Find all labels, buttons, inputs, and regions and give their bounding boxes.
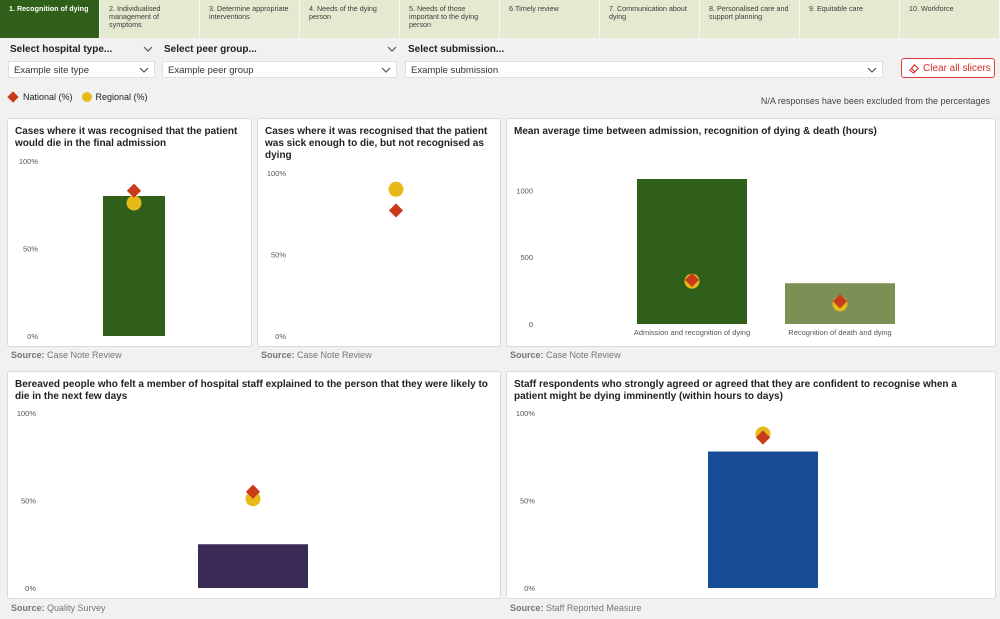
y-tick-label: 0% [275,332,286,341]
bar [637,179,747,324]
source-prefix: Source: [510,603,544,613]
chart-card-staff-respondents: Staff respondents who strongly agreed or… [506,371,996,599]
chart-title: Mean average time between admission, rec… [514,126,877,137]
tab-timely-review[interactable]: 6.Timely review [500,0,600,38]
na-responses-note: N/A responses have been excluded from th… [760,96,990,106]
national-marker-icon [7,91,19,103]
y-tick-label: 100% [267,169,287,178]
legend-national-label: National (%) [23,92,73,102]
source-text: Case Note Review [297,350,372,360]
tab-equitable-care[interactable]: 9. Equitable care [800,0,900,38]
tab-determine-interventions[interactable]: 3. Determine appropriate interventions [200,0,300,38]
national-marker [832,294,848,309]
regional-marker-icon [81,92,92,102]
chart-card-bereaved-people: Bereaved people who felt a member of hos… [7,371,501,599]
peer-group-dropdown[interactable]: Example peer group [162,61,397,78]
y-tick-label: 100% [516,409,536,418]
y-tick-label: 1000 [516,186,533,195]
chevron-down-icon[interactable] [387,44,397,54]
y-tick-label: 50% [23,245,38,254]
clear-all-slicers-button[interactable]: Clear all slicers [901,58,995,78]
national-marker [126,183,142,198]
y-tick-label: 0% [524,584,535,593]
national-marker [684,272,700,287]
eraser-icon [908,63,919,74]
tab-individualised-management[interactable]: 2. Individualised management of symptoms [100,0,200,38]
page-tabs: 1. Recognition of dying 2. Individualise… [0,0,1000,38]
chart-source: Source: Case Note Review [11,350,122,360]
source-text: Case Note Review [546,350,621,360]
bar [708,451,818,588]
chart-source: Source: Case Note Review [510,350,621,360]
tab-workforce[interactable]: 10. Workforce [900,0,1000,38]
tab-personalised-care[interactable]: 8. Personalised care and support plannin… [700,0,800,38]
tab-needs-of-those-important[interactable]: 5. Needs of those important to the dying… [400,0,500,38]
legend: National (%) Regional (%) [7,91,148,103]
chart-card-mean-average-time: Mean average time between admission, rec… [506,118,996,347]
chevron-down-icon[interactable] [143,44,153,54]
source-prefix: Source: [11,603,45,613]
submission-label: Select submission... [408,44,505,55]
y-tick-label: 0% [27,332,38,341]
chevron-down-icon [867,65,877,75]
bar [103,196,165,336]
y-tick-label: 50% [520,497,535,506]
chart-plot: 0% 50% 100% [516,409,818,593]
tab-communication-about-dying[interactable]: 7. Communication about dying [600,0,700,38]
chart-plot: 0% 50% 100% [19,157,165,341]
chart-source: Source: Staff Reported Measure [510,603,641,613]
national-marker [755,430,771,445]
source-text: Case Note Review [47,350,122,360]
source-prefix: Source: [11,350,45,360]
chart-plot: 0% 50% 100% [267,169,404,341]
source-text: Quality Survey [47,603,106,613]
y-tick-label: 0% [25,584,36,593]
chevron-down-icon [381,65,391,75]
source-prefix: Source: [261,350,295,360]
y-tick-label: 500 [520,253,533,262]
chart-source: Source: Case Note Review [261,350,372,360]
submission-dropdown[interactable]: Example submission [405,61,883,78]
chart-source: Source: Quality Survey [11,603,106,613]
source-text: Staff Reported Measure [546,603,642,613]
peer-group-value: Example peer group [168,65,254,76]
hospital-type-value: Example site type [14,65,89,76]
national-marker [388,203,404,218]
source-prefix: Source: [510,350,544,360]
hospital-type-dropdown[interactable]: Example site type [8,61,155,78]
chart-title: Cases where it was recognised that the p… [265,126,488,161]
y-tick-label: 50% [21,497,36,506]
regional-marker [388,181,404,197]
chart-plot: 0% 50% 100% [17,409,308,593]
chevron-down-icon [139,65,149,75]
regional-marker [126,195,142,211]
hospital-type-label: Select hospital type... [10,44,113,55]
legend-regional-label: Regional (%) [95,92,148,102]
national-marker [245,484,261,499]
chart-plot: 0 500 1000 Admission and recognition of dyi… [516,179,895,337]
chart-title: Bereaved people who felt a member of hos… [15,379,488,402]
x-category-label: Recognition of death and dying [788,328,891,337]
bar [198,544,308,588]
y-tick-label: 0 [529,320,533,329]
tab-recognition-of-dying[interactable]: 1. Recognition of dying [0,0,100,38]
peer-group-label: Select peer group... [164,44,257,55]
x-category-label: Admission and recognition of dying [634,328,750,337]
y-tick-label: 50% [271,251,286,260]
submission-value: Example submission [411,65,499,76]
tab-needs-of-dying-person[interactable]: 4. Needs of the dying person [300,0,400,38]
clear-all-slicers-label: Clear all slicers [923,63,991,74]
y-tick-label: 100% [19,157,39,166]
chart-title: Cases where it was recognised that the p… [15,126,238,149]
y-tick-label: 100% [17,409,37,418]
chart-card-recognised-would-die: Cases where it was recognised that the p… [7,118,252,347]
chart-title: Staff respondents who strongly agreed or… [514,379,957,402]
chart-card-sick-enough-not-recognised: Cases where it was recognised that the p… [257,118,501,347]
